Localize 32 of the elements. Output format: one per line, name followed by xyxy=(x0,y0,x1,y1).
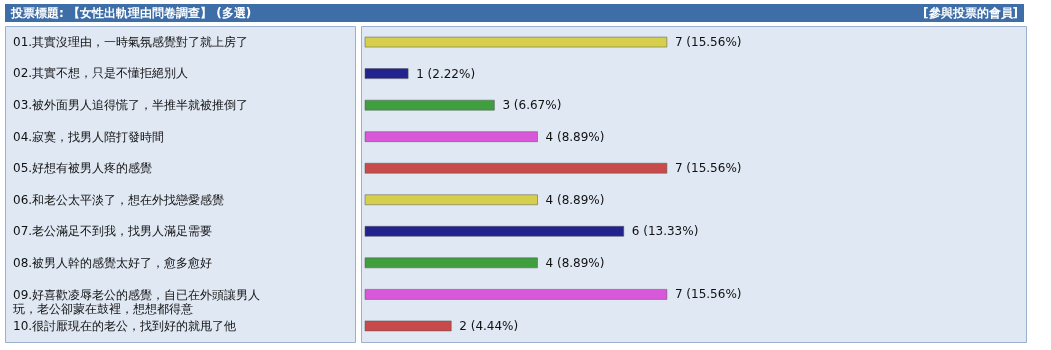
bar xyxy=(364,257,538,269)
data-label: 2 (4.44%) xyxy=(459,318,519,333)
y-tick-label: 06.和老公太平淡了，想在外找戀愛感覺 xyxy=(13,192,225,207)
y-tick-label: 02.其實不想，只是不懂拒絕別人 xyxy=(13,66,189,81)
bar xyxy=(364,99,495,111)
bar xyxy=(364,226,625,237)
y-tick-label: 05.好想有被男人疼的感覺 xyxy=(13,161,153,176)
data-label: 7 (15.56%) xyxy=(674,161,742,176)
y-tick-label: 07.老公滿足不到我，找男人滿足需要 xyxy=(13,224,213,239)
y-tick-label: 08.被男人幹的感覺太好了，愈多愈好 xyxy=(13,256,213,270)
bar xyxy=(364,194,538,206)
data-label: 1 (2.22%) xyxy=(416,66,476,81)
text: [參與投票的會員] xyxy=(923,6,1018,20)
data-label: 4 (8.89%) xyxy=(545,255,605,270)
y-tick-label: 04.寂寞，找男人陪打發時間 xyxy=(13,129,165,144)
data-label: 7 (15.56%) xyxy=(674,287,742,302)
data-label: 4 (8.89%) xyxy=(545,129,605,144)
bar xyxy=(364,36,668,48)
bar xyxy=(364,68,409,79)
bar xyxy=(364,320,452,332)
data-label: 7 (15.56%) xyxy=(674,35,742,50)
y-tick-label: 01.其實沒理由，一時氣氛感覺對了就上房了 xyxy=(13,34,249,49)
data-label: 4 (8.89%) xyxy=(545,192,605,207)
bar xyxy=(364,289,668,300)
text: 投票標題: 【女性出軌理由問卷調查】 (多選) xyxy=(10,6,252,20)
data-label: 3 (6.67%) xyxy=(502,98,562,113)
y-tick-label: 10.很討厭現在的老公，找到好的就甩了他 xyxy=(13,319,237,334)
bar xyxy=(364,131,538,142)
y-tick-label: 03.被外面男人追得慌了，半推半就被推倒了 xyxy=(13,98,249,112)
data-label: 6 (13.33%) xyxy=(631,224,699,239)
bar xyxy=(364,162,668,174)
y-tick-label: 09.好喜歡凌辱老公的感覺，自已在外頭讓男人玩，老公卻蒙在鼓裡，想想都得意 xyxy=(13,287,261,316)
